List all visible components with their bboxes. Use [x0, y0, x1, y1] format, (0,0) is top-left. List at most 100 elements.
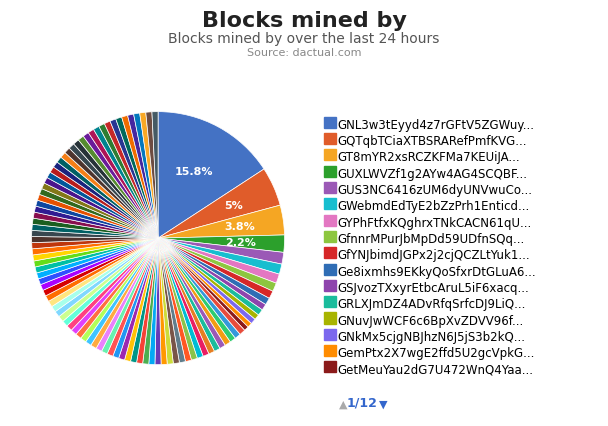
Wedge shape: [158, 239, 258, 320]
Wedge shape: [76, 239, 158, 338]
Wedge shape: [131, 239, 158, 363]
Wedge shape: [158, 239, 173, 364]
Wedge shape: [34, 207, 158, 239]
Wedge shape: [35, 239, 158, 273]
Wedge shape: [158, 239, 220, 351]
Text: ▲: ▲: [339, 399, 348, 409]
Wedge shape: [158, 239, 255, 324]
Legend: GNL3w3tEyyd4z7rGFtV5ZGWuy..., GQTqbTCiaXTBSRARefPmfKVG..., GT8mYR2xsRCZKFMa7KEUi: GNL3w3tEyyd4z7rGFtV5ZGWuy..., GQTqbTCiaX…: [322, 116, 539, 378]
Wedge shape: [125, 239, 158, 362]
Wedge shape: [158, 239, 251, 327]
Wedge shape: [99, 124, 158, 239]
Wedge shape: [36, 201, 158, 239]
Text: 1/12: 1/12: [347, 396, 377, 409]
Wedge shape: [158, 239, 203, 359]
Wedge shape: [69, 144, 158, 239]
Wedge shape: [158, 239, 269, 305]
Text: Blocks mined by: Blocks mined by: [202, 11, 406, 31]
Wedge shape: [52, 239, 158, 312]
Wedge shape: [43, 239, 158, 296]
Wedge shape: [67, 239, 158, 331]
Wedge shape: [158, 239, 235, 342]
Wedge shape: [146, 112, 158, 239]
Wedge shape: [113, 239, 158, 358]
Wedge shape: [158, 236, 285, 253]
Wedge shape: [140, 113, 158, 239]
Wedge shape: [158, 239, 262, 315]
Wedge shape: [110, 120, 158, 239]
Text: ▼: ▼: [379, 399, 387, 409]
Wedge shape: [158, 239, 282, 274]
Wedge shape: [105, 122, 158, 239]
Wedge shape: [116, 118, 158, 239]
Wedge shape: [33, 239, 158, 262]
Wedge shape: [49, 239, 158, 307]
Wedge shape: [63, 239, 158, 326]
Wedge shape: [102, 239, 158, 354]
Wedge shape: [96, 239, 158, 351]
Wedge shape: [32, 231, 158, 239]
Wedge shape: [71, 239, 158, 334]
Wedge shape: [61, 153, 158, 239]
Wedge shape: [122, 116, 158, 239]
Wedge shape: [149, 239, 158, 365]
Wedge shape: [38, 195, 158, 239]
Wedge shape: [50, 168, 158, 239]
Wedge shape: [158, 239, 240, 339]
Wedge shape: [158, 239, 248, 331]
Wedge shape: [32, 239, 158, 255]
Text: 5%: 5%: [224, 200, 243, 210]
Wedge shape: [36, 239, 158, 279]
Wedge shape: [44, 178, 158, 239]
Wedge shape: [158, 239, 215, 354]
Wedge shape: [88, 130, 158, 239]
Wedge shape: [33, 213, 158, 239]
Wedge shape: [143, 239, 158, 364]
Wedge shape: [91, 239, 158, 348]
Wedge shape: [32, 239, 158, 249]
Wedge shape: [55, 239, 158, 317]
Wedge shape: [59, 239, 158, 322]
Wedge shape: [134, 114, 158, 239]
Wedge shape: [158, 170, 280, 239]
Text: Blocks mined by over the last 24 hours: Blocks mined by over the last 24 hours: [168, 32, 440, 46]
Text: 15.8%: 15.8%: [175, 167, 213, 177]
Wedge shape: [83, 133, 158, 239]
Wedge shape: [32, 237, 158, 243]
Wedge shape: [32, 219, 158, 239]
Wedge shape: [128, 115, 158, 239]
Wedge shape: [158, 239, 230, 345]
Wedge shape: [42, 184, 158, 239]
Wedge shape: [54, 163, 158, 239]
Wedge shape: [65, 149, 158, 239]
Text: 2.2%: 2.2%: [225, 237, 255, 247]
Wedge shape: [46, 239, 158, 302]
Wedge shape: [137, 239, 158, 364]
Wedge shape: [158, 239, 284, 265]
Wedge shape: [152, 112, 158, 239]
Wedge shape: [57, 158, 158, 239]
Wedge shape: [158, 239, 209, 357]
Wedge shape: [32, 225, 158, 239]
Wedge shape: [158, 239, 167, 365]
Wedge shape: [158, 239, 179, 364]
Wedge shape: [155, 239, 161, 365]
Wedge shape: [158, 112, 264, 239]
Wedge shape: [40, 189, 158, 239]
Wedge shape: [86, 239, 158, 345]
Wedge shape: [158, 239, 185, 363]
Text: 3.8%: 3.8%: [224, 222, 255, 232]
Wedge shape: [158, 239, 276, 291]
Wedge shape: [38, 239, 158, 285]
Wedge shape: [158, 239, 198, 360]
Wedge shape: [158, 206, 285, 239]
Wedge shape: [41, 239, 158, 291]
Wedge shape: [158, 239, 273, 299]
Text: Source: dactual.com: Source: dactual.com: [247, 48, 361, 58]
Wedge shape: [158, 239, 225, 348]
Wedge shape: [74, 141, 158, 239]
Wedge shape: [33, 239, 158, 268]
Wedge shape: [158, 239, 192, 362]
Wedge shape: [158, 239, 244, 335]
Wedge shape: [107, 239, 158, 357]
